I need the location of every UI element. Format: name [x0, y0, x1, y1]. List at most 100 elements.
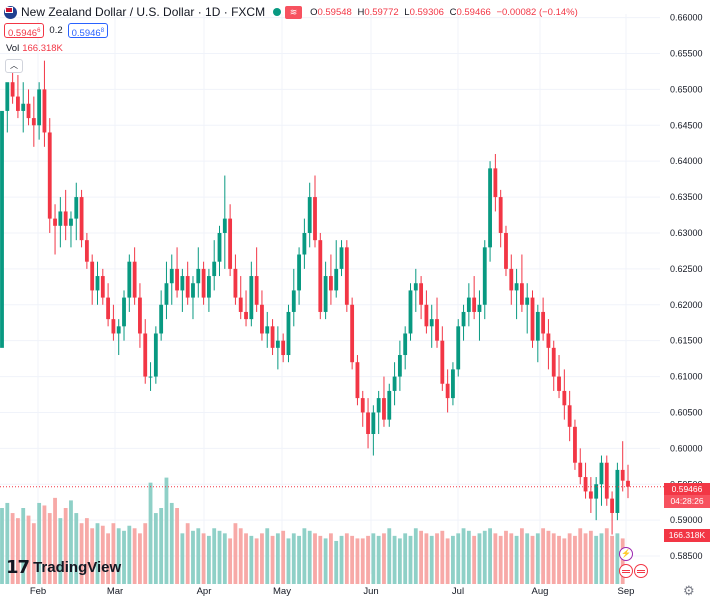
- volume-bar: [551, 533, 556, 584]
- volume-bar: [344, 533, 349, 584]
- close-value: 0.59466: [456, 6, 491, 18]
- volume-bar: [313, 533, 317, 584]
- buy-button[interactable]: 0.59468: [67, 23, 109, 39]
- candle-body: [84, 240, 89, 262]
- volume-bar: [562, 538, 567, 584]
- candle-body: [514, 283, 519, 291]
- candle-body: [599, 462, 604, 485]
- gear-icon[interactable]: ⚙: [683, 583, 695, 598]
- volume-bar: [519, 528, 524, 584]
- candle-body: [387, 390, 392, 420]
- volume-bar: [525, 533, 530, 584]
- price-axis[interactable]: 0.66000 0.65500 0.65000 0.64500 0.64000 0.635…: [670, 13, 703, 561]
- volume-bar: [31, 523, 36, 584]
- sell-button[interactable]: 0.59466: [4, 23, 45, 40]
- candle-body: [31, 118, 36, 126]
- candle-body: [58, 211, 63, 226]
- candle-body: [535, 311, 540, 341]
- candle-body: [100, 276, 105, 298]
- volume-bar: [206, 535, 211, 584]
- volume-bar: [148, 482, 153, 584]
- volume-bar: [74, 513, 79, 584]
- candle-body: [626, 480, 630, 487]
- candle-body: [297, 254, 301, 291]
- volume-bar: [116, 528, 121, 584]
- candle-body: [620, 469, 625, 481]
- sell-price: 0.5946: [8, 28, 38, 40]
- candle-body: [90, 261, 95, 291]
- candle-body: [212, 261, 217, 277]
- high-value: 0.59772: [364, 6, 399, 18]
- volume-bar: [222, 533, 227, 584]
- candle-body: [122, 297, 126, 327]
- x-tick-label: Apr: [197, 586, 212, 597]
- candle-body: [318, 240, 323, 312]
- tv-mark-icon: 17: [6, 557, 30, 578]
- candle-body: [472, 297, 477, 312]
- candle-body: [111, 319, 116, 334]
- volume-bar: [451, 535, 455, 584]
- candle-body: [260, 304, 264, 334]
- candle-body: [583, 477, 588, 492]
- candle-body: [509, 268, 514, 291]
- tradingview-logo[interactable]: 17 TradingView: [6, 557, 121, 578]
- candle-body: [143, 333, 148, 377]
- volume-bar: [275, 533, 280, 584]
- volume-bar: [413, 528, 418, 584]
- candle-body: [366, 412, 370, 434]
- volume-bar: [238, 528, 243, 584]
- time-axis[interactable]: Feb Mar Apr May Jun Jul Aug Sep: [30, 586, 635, 597]
- chart-legend: New Zealand Dollar / U.S. Dollar · 1D · …: [4, 3, 578, 21]
- volume-bar: [488, 528, 492, 584]
- candle-body: [562, 390, 567, 406]
- candle-body: [148, 376, 153, 378]
- y-tick-label: 0.62500: [670, 264, 703, 274]
- candle-body: [191, 283, 195, 298]
- volume-bar: [599, 533, 604, 584]
- volume-bar: [387, 528, 392, 584]
- volume-bars: [0, 477, 625, 584]
- candle-body: [180, 276, 185, 291]
- y-tick-label: 0.63000: [670, 228, 703, 238]
- change-value: −0.00082 (−0.14%): [496, 6, 578, 18]
- candle-body: [53, 218, 57, 226]
- us-flag-icon[interactable]: [634, 564, 648, 578]
- candle-body: [429, 319, 434, 327]
- volume-bar: [461, 528, 466, 584]
- volume-bar: [95, 523, 100, 584]
- volume-bar: [382, 533, 386, 584]
- volume-bar: [466, 530, 471, 584]
- y-tick-label: 0.64000: [670, 156, 703, 166]
- candle-body: [360, 398, 365, 413]
- y-tick-label: 0.61500: [670, 336, 703, 346]
- candle-body: [238, 297, 243, 312]
- volume-bar: [397, 538, 402, 584]
- volume-bar: [180, 533, 185, 584]
- volume-bar: [573, 535, 577, 584]
- candle-body: [413, 283, 418, 291]
- candle-body: [344, 247, 349, 305]
- candle-body: [604, 462, 609, 499]
- candle-body: [403, 333, 408, 356]
- volume-bar: [504, 530, 508, 584]
- candle-body: [477, 304, 482, 312]
- volume-bar: [498, 535, 503, 584]
- nzd-flag-icon: [4, 5, 17, 19]
- lightning-icon[interactable]: ⚡: [619, 547, 633, 561]
- volume-bar: [53, 497, 57, 584]
- symbol-title[interactable]: New Zealand Dollar / U.S. Dollar · 1D · …: [21, 5, 266, 19]
- collapse-legend-button[interactable]: ︿: [5, 59, 23, 73]
- volume-bar: [164, 477, 169, 584]
- candle-body: [116, 326, 121, 334]
- candle-body: [185, 276, 190, 298]
- candle-body: [334, 268, 339, 291]
- y-tick-label: 0.58500: [670, 551, 703, 561]
- hl-badge[interactable]: ≋: [285, 5, 303, 19]
- volume-bar: [594, 535, 599, 584]
- volume-bar: [265, 528, 270, 584]
- volume-bar: [615, 533, 620, 584]
- volume-bar: [254, 538, 259, 584]
- us-flag-icon[interactable]: [619, 564, 633, 578]
- candle-body: [159, 304, 164, 334]
